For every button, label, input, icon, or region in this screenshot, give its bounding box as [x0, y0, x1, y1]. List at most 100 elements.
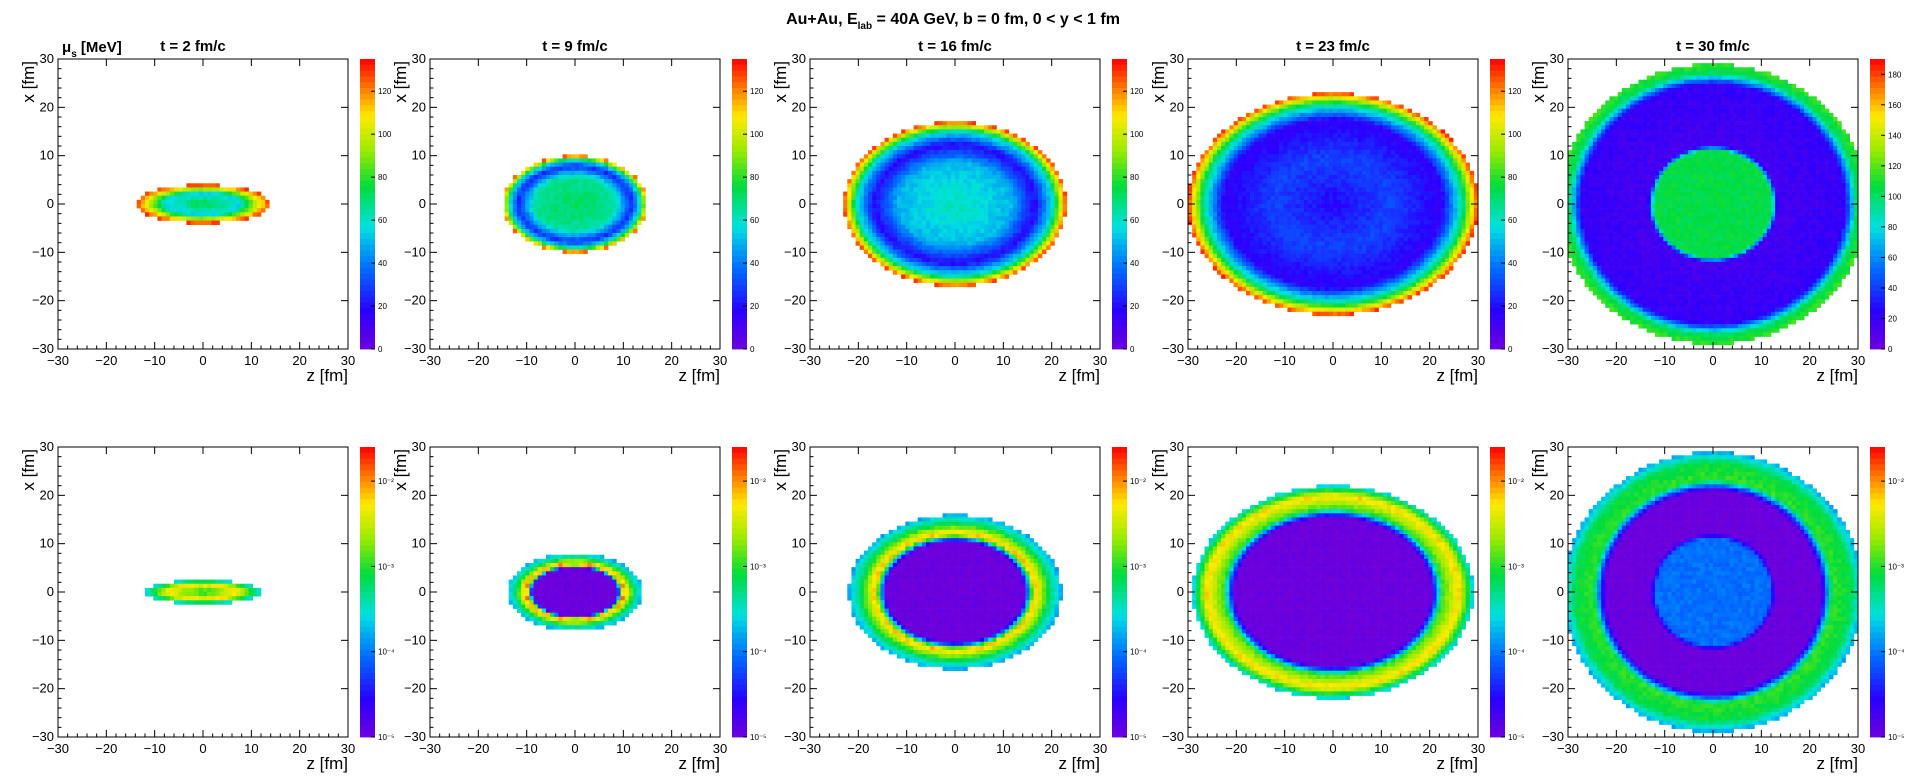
- heatmap-cell: [1017, 199, 1022, 205]
- heatmap-cell: [1254, 187, 1259, 192]
- heatmap-cell: [975, 266, 981, 271]
- colorbar-segment: [1112, 140, 1127, 147]
- heatmap-cell: [876, 170, 881, 176]
- heatmap-cell: [579, 212, 584, 217]
- heatmap-cell: [1316, 162, 1321, 168]
- heatmap-cell: [165, 199, 171, 205]
- heatmap-cell: [917, 278, 923, 284]
- heatmap-cell: [975, 212, 981, 217]
- heatmap-cell: [938, 216, 943, 221]
- heatmap-cell: [1258, 125, 1263, 130]
- heatmap-cell: [1033, 224, 1039, 230]
- heatmap-cell: [1233, 146, 1239, 151]
- heatmap-cell: [541, 237, 547, 242]
- heatmap-cell: [880, 179, 885, 184]
- heatmap-cell: [1395, 141, 1400, 147]
- heatmap-cell: [1004, 191, 1010, 197]
- heatmap-cell: [1415, 133, 1421, 139]
- heatmap-cell: [930, 158, 935, 163]
- heatmap-cell: [959, 125, 964, 130]
- heatmap-cell: [558, 158, 563, 163]
- heatmap-cell: [1382, 179, 1388, 184]
- heatmap-cell: [988, 237, 993, 242]
- heatmap-cell: [888, 228, 894, 234]
- heatmap-cell: [1316, 175, 1321, 180]
- y-tick-label: −30: [404, 341, 426, 356]
- colorbar-segment: [1112, 221, 1127, 228]
- colorbar-tick-label: 80: [1130, 173, 1139, 182]
- heatmap-cell: [1345, 154, 1350, 159]
- heatmap-cell: [562, 204, 568, 209]
- heatmap-cell: [232, 204, 237, 209]
- heatmap-cell: [946, 233, 952, 238]
- heatmap-cell: [892, 183, 898, 188]
- heatmap-cell: [851, 175, 856, 180]
- heatmap-cell: [1461, 170, 1466, 176]
- heatmap-cell: [1465, 224, 1471, 230]
- heatmap-cell: [1033, 150, 1039, 155]
- heatmap-cell: [1353, 146, 1359, 151]
- heatmap-cell: [930, 199, 935, 205]
- heatmap-cell: [921, 233, 927, 238]
- heatmap-cell: [963, 208, 968, 213]
- heatmap-cell: [161, 191, 167, 197]
- heatmap-cell: [1017, 166, 1022, 172]
- heatmap-cell: [1250, 208, 1255, 213]
- heatmap-cell: [917, 220, 923, 226]
- heatmap-cell: [876, 228, 881, 234]
- heatmap: [504, 154, 646, 255]
- heatmap-cell: [1221, 133, 1226, 139]
- heatmap-cell: [1258, 191, 1263, 197]
- heatmap-cell: [1316, 204, 1321, 209]
- heatmap-cell: [1021, 166, 1026, 172]
- colorbar-segment: [732, 267, 747, 274]
- heatmap-cell: [1217, 199, 1222, 205]
- heatmap-cell: [1424, 208, 1429, 213]
- heatmap-cell: [223, 208, 229, 213]
- heatmap-cell: [979, 170, 985, 176]
- heatmap-cell: [942, 220, 948, 226]
- heatmap-cell: [232, 195, 237, 201]
- heatmap-cell: [955, 245, 960, 250]
- heatmap-cell: [984, 133, 989, 139]
- heatmap-cell: [1353, 187, 1359, 192]
- heatmap-cell: [616, 183, 621, 188]
- heatmap-cell: [967, 270, 972, 275]
- heatmap-cell: [1407, 146, 1413, 151]
- heatmap-cell: [1473, 183, 1479, 188]
- heatmap-cell: [537, 162, 543, 168]
- heatmap-cell: [525, 233, 530, 238]
- heatmap-cell: [855, 241, 861, 246]
- heatmap-cell: [1420, 175, 1425, 180]
- heatmap-cell: [1469, 212, 1475, 217]
- heatmap-cell: [1004, 208, 1010, 213]
- heatmap-cell: [1395, 220, 1400, 226]
- heatmap-cell: [587, 199, 592, 205]
- heatmap-cell: [1378, 129, 1384, 134]
- heatmap-cell: [926, 170, 931, 176]
- heatmap-cell: [1357, 141, 1363, 147]
- heatmap-cell: [1316, 195, 1321, 201]
- heatmap-cell: [888, 162, 894, 168]
- heatmap-cell: [897, 270, 902, 275]
- heatmap-cell: [1328, 166, 1334, 172]
- heatmap-cell: [847, 204, 852, 209]
- heatmap-cell: [1287, 179, 1292, 184]
- heatmap-cell: [1204, 175, 1210, 180]
- heatmap-cell: [1008, 158, 1014, 163]
- heatmap-cell: [1304, 204, 1309, 209]
- heatmap-cell: [1320, 170, 1326, 176]
- heatmap-cell: [1241, 216, 1247, 221]
- heatmap-cell: [537, 233, 543, 238]
- heatmap-cell: [1440, 162, 1446, 168]
- heatmap-cell: [1025, 220, 1030, 226]
- heatmap-cell: [1378, 216, 1384, 221]
- heatmap-cell: [508, 220, 514, 226]
- heatmap-cell: [554, 233, 559, 238]
- heatmap-cell: [1299, 141, 1305, 147]
- x-tick-label: 30: [341, 353, 355, 368]
- heatmap-cell: [1033, 208, 1039, 213]
- colorbar-segment: [1112, 76, 1127, 83]
- heatmap-cell: [892, 195, 898, 201]
- heatmap-cell: [938, 241, 943, 246]
